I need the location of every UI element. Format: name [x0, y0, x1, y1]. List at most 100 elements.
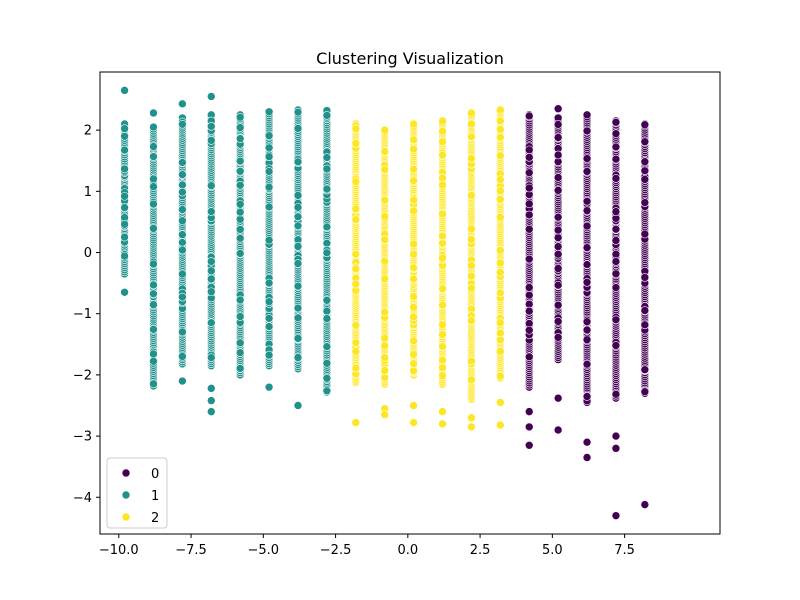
point-series-2 [380, 353, 390, 362]
y-tick-label: −2 [73, 368, 92, 383]
y-tick-label: 1 [84, 185, 92, 200]
point-series-1 [293, 303, 303, 313]
point-series-2 [438, 284, 447, 294]
point-series-0 [582, 392, 592, 401]
point-series-1 [235, 156, 245, 166]
point-series-2 [467, 283, 476, 293]
point-series-0 [582, 260, 592, 269]
point-series-1 [235, 207, 245, 217]
point-series-0 [553, 242, 563, 251]
point-series-2 [496, 246, 505, 255]
point-series-1 [120, 219, 129, 229]
point-series-1 [322, 314, 332, 323]
point-series-0 [611, 389, 621, 399]
point-series-0 [582, 317, 592, 327]
point-series-1 [206, 353, 216, 362]
point-series-1 [293, 107, 303, 117]
point-series-2 [380, 147, 390, 156]
point-series-0 [640, 166, 650, 176]
point-series-0 [640, 320, 650, 330]
point-series-2 [467, 316, 476, 325]
point-series-1 [149, 280, 158, 290]
point-series-0 [611, 511, 621, 520]
point-series-0 [611, 283, 621, 292]
point-series-1 [235, 214, 245, 224]
y-tick-label: 0 [84, 246, 92, 261]
point-series-2 [467, 224, 476, 234]
point-series-1 [322, 295, 332, 305]
point-series-2 [409, 292, 418, 301]
point-series-2 [467, 119, 476, 129]
point-series-2 [351, 215, 361, 224]
point-series-1 [264, 278, 274, 288]
point-series-0 [611, 224, 621, 234]
legend-label-2: 2 [151, 511, 159, 526]
point-series-0 [582, 206, 592, 215]
point-series-1 [149, 349, 158, 359]
point-series-2 [351, 418, 361, 427]
point-series-2 [409, 249, 418, 259]
point-series-2 [380, 125, 390, 135]
point-series-2 [351, 363, 361, 373]
point-series-1 [235, 233, 245, 243]
point-series-1 [206, 396, 216, 405]
point-series-2 [438, 300, 447, 310]
point-series-1 [322, 342, 332, 351]
point-series-2 [438, 355, 447, 365]
point-series-1 [120, 203, 129, 212]
point-series-0 [553, 212, 563, 222]
point-series-2 [496, 328, 505, 338]
point-series-0 [640, 229, 650, 239]
point-series-0 [582, 167, 592, 176]
point-series-2 [496, 371, 505, 381]
point-series-0 [640, 273, 650, 282]
x-tick-label: −7.5 [175, 543, 207, 558]
point-series-2 [380, 307, 390, 317]
point-series-1 [178, 205, 187, 214]
point-series-2 [438, 238, 447, 248]
point-series-2 [467, 375, 476, 385]
point-series-1 [149, 152, 158, 161]
point-series-2 [467, 132, 476, 142]
x-tick-label: 7.5 [614, 543, 635, 558]
point-series-1 [264, 202, 274, 212]
point-series-1 [264, 322, 274, 331]
legend-marker-0 [121, 468, 131, 478]
point-series-0 [640, 175, 650, 184]
point-series-2 [467, 235, 476, 244]
point-series-1 [149, 325, 158, 334]
point-series-0 [582, 243, 592, 252]
point-series-1 [149, 199, 158, 209]
point-series-2 [409, 119, 418, 129]
point-series-1 [235, 312, 245, 321]
point-series-2 [438, 371, 447, 381]
point-series-2 [496, 186, 505, 196]
point-series-2 [351, 249, 361, 259]
point-series-0 [553, 104, 563, 114]
point-series-1 [235, 338, 245, 348]
point-series-1 [322, 184, 332, 194]
point-series-0 [582, 154, 592, 163]
point-series-1 [264, 167, 274, 176]
point-series-2 [351, 338, 361, 347]
point-series-1 [178, 216, 187, 226]
point-series-0 [524, 290, 534, 300]
point-series-2 [380, 274, 390, 284]
x-tick-label: −2.5 [320, 543, 352, 558]
point-series-1 [149, 379, 158, 389]
point-series-1 [293, 242, 303, 251]
legend-label-0: 0 [151, 467, 159, 482]
point-series-1 [322, 222, 332, 232]
point-series-2 [496, 347, 505, 356]
series-1 [120, 86, 332, 416]
point-series-2 [438, 209, 447, 219]
point-series-1 [264, 382, 274, 392]
point-series-1 [235, 199, 245, 209]
x-tick-label: 2.5 [470, 543, 491, 558]
point-series-2 [438, 126, 447, 136]
points-layer [120, 86, 650, 520]
point-series-1 [149, 142, 158, 151]
point-series-0 [611, 236, 621, 245]
point-series-0 [640, 365, 650, 375]
point-series-0 [640, 157, 650, 167]
